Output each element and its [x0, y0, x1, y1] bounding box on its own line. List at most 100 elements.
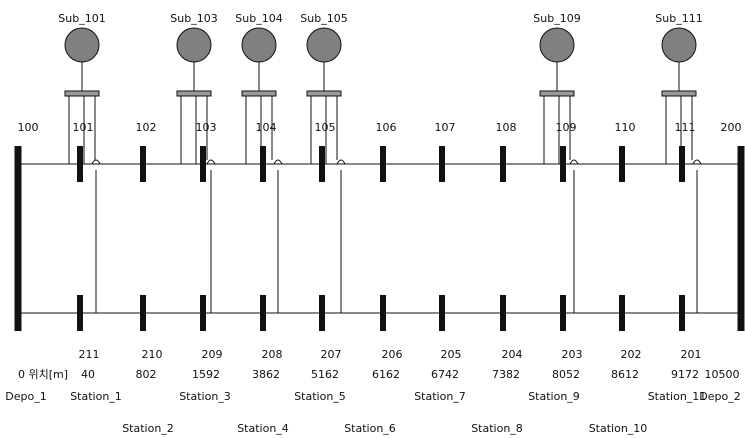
position-value: 9172	[671, 368, 699, 381]
station-label: Station_6	[344, 422, 396, 435]
jumper-arc	[692, 159, 702, 165]
station-label: Station_11	[648, 390, 707, 403]
station-label: Station_3	[179, 390, 231, 403]
station-label: Station_2	[122, 422, 174, 435]
jumper-arc	[206, 159, 216, 165]
top-node-label: 104	[256, 121, 277, 134]
bottom-node-label: 204	[502, 348, 523, 361]
top-node-bar	[140, 146, 146, 182]
position-value: 6162	[372, 368, 400, 381]
top-node-label: 111	[675, 121, 696, 134]
top-node-bar	[77, 146, 83, 182]
bottom-node-bar	[319, 295, 325, 331]
position-value: 8052	[552, 368, 580, 381]
substation-busbar	[306, 90, 342, 97]
station-label: Station_10	[589, 422, 648, 435]
substation-label: Sub_105	[300, 12, 347, 25]
position-value: 40	[81, 368, 95, 381]
substation-busbar	[241, 90, 277, 97]
substation-circle	[661, 27, 697, 63]
top-node-bar	[500, 146, 506, 182]
bottom-node-bar	[380, 295, 386, 331]
substation-circle	[176, 27, 212, 63]
top-node-bar	[200, 146, 206, 182]
station-label: Station_8	[471, 422, 523, 435]
substations	[64, 27, 697, 164]
rail-lines	[18, 159, 741, 314]
bottom-node-label: 202	[621, 348, 642, 361]
position-value: 1592	[192, 368, 220, 381]
bottom-node-label: 207	[321, 348, 342, 361]
substation-circle	[539, 27, 575, 63]
substation-busbar	[64, 90, 100, 97]
substation-busbar	[176, 90, 212, 97]
top-node-label: 110	[615, 121, 636, 134]
substation-label: Sub_111	[655, 12, 702, 25]
top-node-label: 108	[496, 121, 517, 134]
top-node-bar	[439, 146, 445, 182]
bottom-node-bar	[679, 295, 685, 331]
substation-busbar	[539, 90, 575, 97]
bottom-node-label: 210	[142, 348, 163, 361]
top-node-bar	[260, 146, 266, 182]
jumper-arc	[273, 159, 283, 165]
depot-bar	[14, 146, 22, 331]
bottom-node-bar	[439, 295, 445, 331]
position-value: 802	[136, 368, 157, 381]
top-node-bar	[319, 146, 325, 182]
jumper-arc	[91, 159, 101, 165]
substation-label: Sub_104	[235, 12, 282, 25]
bottom-node-bar	[560, 295, 566, 331]
labels: Sub_101 Sub_103 Sub_104 Sub_105 Sub_109 Sub_1…	[5, 12, 741, 435]
bottom-node-label: 205	[441, 348, 462, 361]
bottom-node-bar	[500, 295, 506, 331]
position-axis-label: 0 위치[m]	[18, 368, 68, 381]
station-label: Station_4	[237, 422, 289, 435]
jumper-arc	[569, 159, 579, 165]
top-node-bar	[560, 146, 566, 182]
station-label: Station_1	[70, 390, 122, 403]
station-label: Depo_2	[699, 390, 740, 403]
top-node-label: 109	[556, 121, 577, 134]
top-node-label: 100	[18, 121, 39, 134]
bottom-node-label: 203	[562, 348, 583, 361]
substation-circle	[241, 27, 277, 63]
bottom-node-bar	[77, 295, 83, 331]
bottom-node-bar	[619, 295, 625, 331]
top-node-label: 200	[721, 121, 742, 134]
depot-bar	[737, 146, 745, 331]
substation-label: Sub_103	[170, 12, 217, 25]
bottom-node-label: 208	[262, 348, 283, 361]
substation-label: Sub_109	[533, 12, 580, 25]
position-value: 6742	[431, 368, 459, 381]
position-value: 10500	[705, 368, 740, 381]
position-value: 3862	[252, 368, 280, 381]
substation-label: Sub_101	[58, 12, 105, 25]
top-node-bar	[380, 146, 386, 182]
position-value: 5162	[311, 368, 339, 381]
top-node-label: 107	[435, 121, 456, 134]
top-node-label: 102	[136, 121, 157, 134]
station-label: Station_9	[528, 390, 580, 403]
top-node-label: 105	[315, 121, 336, 134]
bottom-node-bar	[200, 295, 206, 331]
bottom-node-label: 201	[681, 348, 702, 361]
station-label: Depo_1	[5, 390, 46, 403]
nodes	[14, 146, 745, 331]
top-node-bar	[679, 146, 685, 182]
station-label: Station_7	[414, 390, 466, 403]
bottom-node-label: 209	[202, 348, 223, 361]
jumper-arc	[336, 159, 346, 165]
top-node-bar	[619, 146, 625, 182]
bottom-node-label: 211	[79, 348, 100, 361]
substation-busbar	[661, 90, 697, 97]
top-node-label: 101	[73, 121, 94, 134]
position-value: 8612	[611, 368, 639, 381]
position-value: 7382	[492, 368, 520, 381]
bottom-node-bar	[260, 295, 266, 331]
bottom-node-label: 206	[382, 348, 403, 361]
top-node-label: 103	[196, 121, 217, 134]
bottom-node-bar	[140, 295, 146, 331]
station-label: Station_5	[294, 390, 346, 403]
